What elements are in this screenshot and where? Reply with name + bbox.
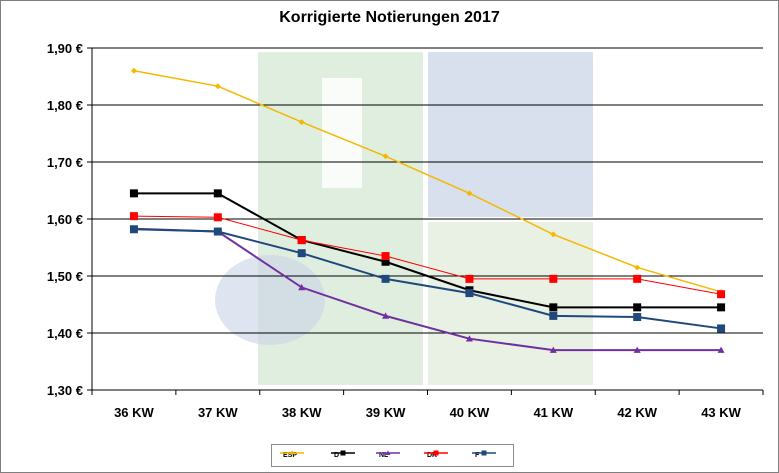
legend-label-d: D [334,451,340,459]
legend-item-dk: DK [424,448,448,462]
data-point-f [213,227,222,236]
data-point-nl [298,283,306,291]
data-point-f [633,313,642,322]
data-point-esp [382,153,389,160]
x-tick-label: 41 KW [533,405,573,420]
legend-swatch-nl [376,450,400,455]
data-point-d [549,303,558,312]
legend-marker-nl [385,450,391,455]
chart-title: Korrigierte Notierungen 2017 [279,9,500,26]
series-dk [129,212,726,299]
series-f [129,225,726,333]
y-tick-label: 1,50 € [47,269,83,284]
series-esp [130,67,725,295]
data-point-nl [549,346,557,353]
y-tick-label: 1,80 € [47,98,83,113]
data-point-d [129,189,138,198]
data-point-nl [633,346,641,353]
data-point-d [213,189,222,198]
legend-marker-esp [289,450,295,456]
x-axis-tick-labels: 36 KW 37 KW 38 KW 39 KW 40 KW 41 KW 42 KW 43 KW [114,405,742,420]
data-point-d [633,303,642,312]
x-tick-label: 38 KW [282,405,322,420]
data-point-d [381,257,390,266]
axes [91,48,764,395]
data-point-f [381,274,390,283]
y-tick-label: 1,90 € [47,41,83,56]
data-point-esp [466,190,473,197]
data-point-nl [717,346,725,353]
series-line-d [133,192,722,309]
watermark-blue-panel [428,52,593,217]
grid-lines [87,47,763,391]
legend-label-f: F [475,451,480,459]
x-tick-label: 43 KW [701,405,741,420]
data-point-dk [465,274,474,283]
x-tick-label: 36 KW [114,405,154,420]
data-point-dk [129,212,138,221]
data-point-dk [297,236,306,245]
data-point-esp [550,231,557,238]
data-point-esp [634,264,641,271]
data-point-nl [382,312,390,319]
x-tick-label: 39 KW [366,405,406,420]
legend-swatch-dk [424,450,448,456]
y-tick-label: 1,30 € [47,383,83,398]
series-lines [129,67,726,353]
data-point-esp [130,67,137,74]
chart-legend: ESP D NL DK F [271,444,514,467]
legend-swatch-d [331,450,355,456]
data-point-f [297,249,306,258]
series-line-dk [133,215,722,295]
legend-swatch-esp [280,450,304,456]
legend-item-nl: NL [376,448,400,462]
data-point-f [465,289,474,298]
data-point-f [717,324,726,333]
data-point-dk [381,252,390,261]
legend-marker-dk [433,450,439,456]
data-point-f [129,225,138,234]
data-point-d [717,303,726,312]
legend-label-nl: NL [379,451,389,459]
legend-label-esp: ESP [283,451,298,459]
data-point-f [549,311,558,320]
y-tick-label: 1,40 € [47,326,83,341]
legend-item-d: D [331,448,355,462]
series-line-esp [133,70,722,293]
data-point-dk [549,274,558,283]
data-point-dk [717,290,726,299]
legend-item-esp: ESP [280,448,304,462]
data-point-esp [298,119,305,126]
y-tick-label: 1,70 € [47,155,83,170]
watermark-pig-shape [215,255,325,345]
x-tick-label: 42 KW [617,405,657,420]
x-tick-label: 37 KW [198,405,238,420]
legend-swatch-f [472,450,496,456]
data-point-esp [214,83,221,90]
y-axis-tick-labels: 1,30 € 1,40 € 1,50 € 1,60 € 1,70 € 1,80 € 1,90… [47,41,83,398]
legend-marker-d [340,450,346,456]
legend-label-dk: DK [427,451,438,459]
data-point-dk [213,213,222,222]
series-line-f [133,228,722,330]
legend-item-f: F [472,448,496,462]
data-point-nl [465,335,473,342]
data-point-dk [633,274,642,283]
x-tick-label: 40 KW [450,405,490,420]
series-line-nl [133,227,722,352]
legend-marker-f [481,450,487,456]
y-tick-label: 1,60 € [47,212,83,227]
